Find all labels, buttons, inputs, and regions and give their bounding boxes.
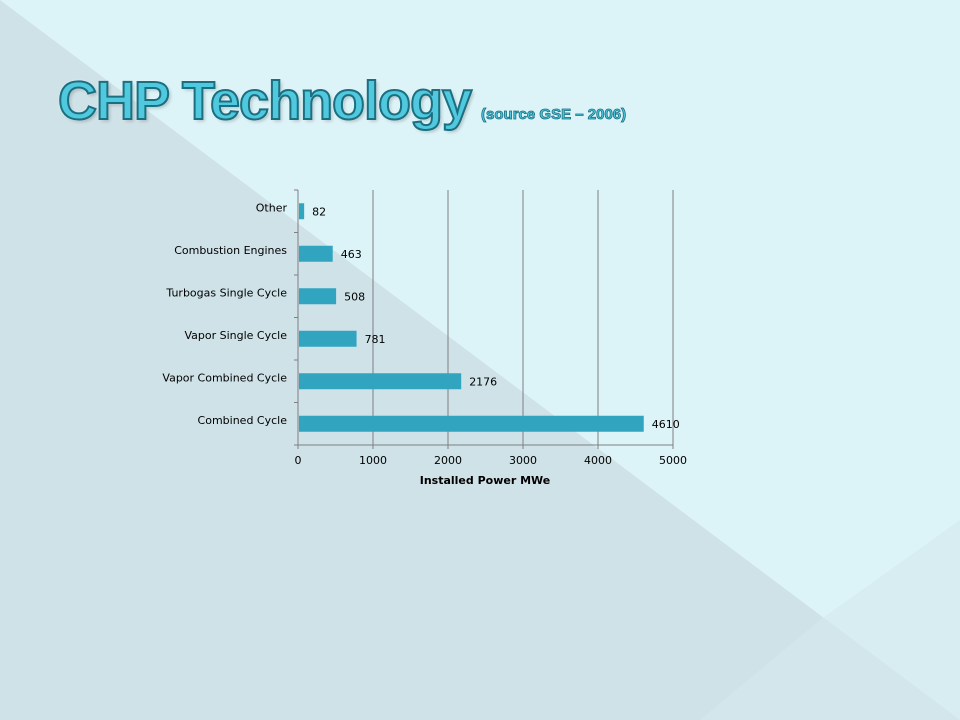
data-labels: 4610 2176 781 508 463 82 [312, 205, 680, 431]
bar [299, 245, 333, 262]
bar [299, 203, 305, 220]
x-tick-label: 2000 [434, 454, 462, 467]
x-tick-label: 5000 [659, 454, 687, 467]
y-category-label: Combustion Engines [174, 244, 287, 257]
slide-title: CHP Technology [57, 70, 473, 132]
y-category-label: Vapor Single Cycle [184, 329, 287, 342]
data-label: 781 [365, 333, 386, 346]
bar [299, 415, 644, 432]
data-label: 82 [312, 205, 326, 218]
y-category-label: Other [256, 201, 288, 214]
bar [299, 373, 462, 390]
x-tick-label: 0 [295, 454, 302, 467]
data-label: 463 [341, 248, 362, 261]
slide-title-block: CHP Technology (source GSE – 2006) [57, 70, 627, 132]
x-tick-label: 1000 [359, 454, 387, 467]
x-tick-label: 4000 [584, 454, 612, 467]
y-category-label: Vapor Combined Cycle [162, 371, 287, 384]
bar [299, 288, 337, 305]
x-tick-label: 3000 [509, 454, 537, 467]
x-axis-label: Installed Power MWe [420, 474, 551, 487]
gridlines [372, 190, 674, 445]
background-corner-shape [700, 520, 960, 720]
slide-subtitle: (source GSE – 2006) [481, 106, 627, 124]
y-category-label: Turbogas Single Cycle [165, 286, 287, 299]
data-label: 4610 [652, 418, 680, 431]
data-label: 2176 [469, 375, 497, 388]
bar [299, 330, 357, 347]
data-label: 508 [344, 290, 365, 303]
y-category-label: Combined Cycle [198, 414, 288, 427]
bars [299, 203, 644, 432]
axes: 0 1000 2000 3000 4000 5000 Combined Cycle Vapor… [162, 189, 687, 467]
